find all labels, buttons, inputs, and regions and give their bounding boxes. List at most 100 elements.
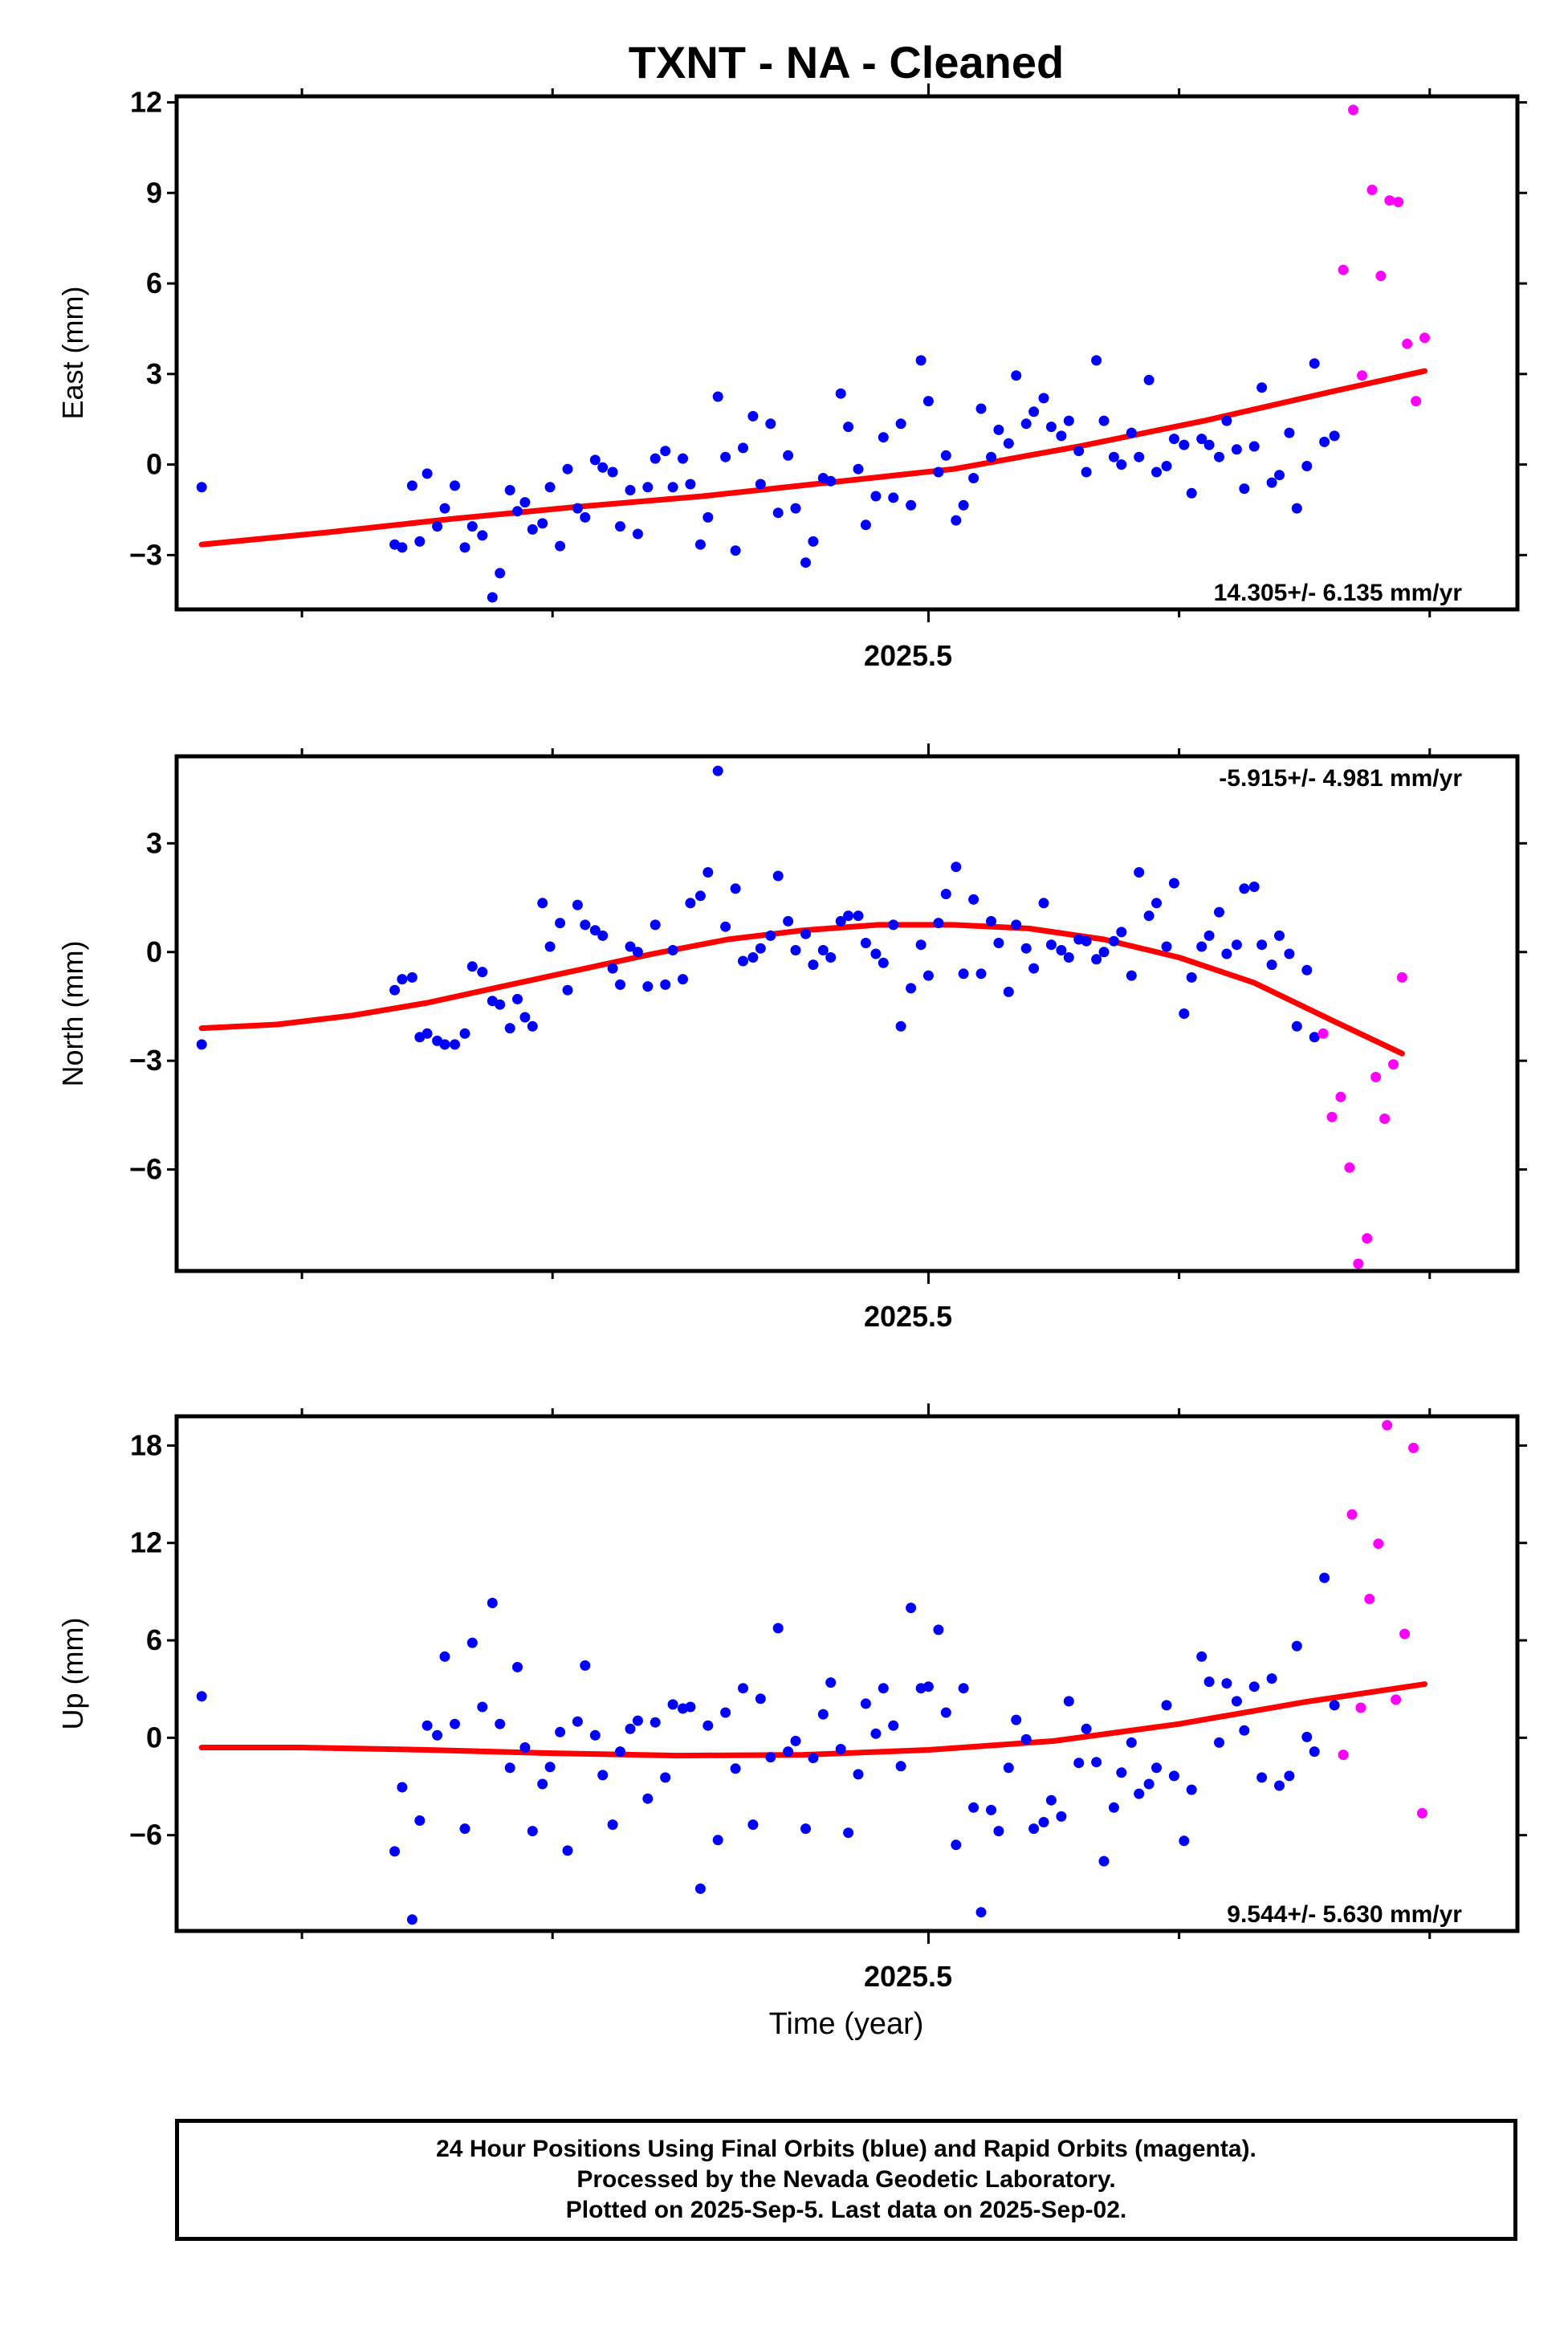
north-final-point bbox=[755, 943, 766, 954]
up-final-point bbox=[720, 1707, 731, 1718]
north-final-point bbox=[678, 974, 688, 985]
north-rapid-point bbox=[1379, 1113, 1391, 1124]
up-final-point bbox=[1151, 1762, 1162, 1774]
east-final-point bbox=[196, 482, 207, 493]
north-final-point bbox=[1274, 930, 1285, 941]
up-ytick-label: 6 bbox=[146, 1623, 162, 1656]
north-final-point bbox=[667, 945, 678, 955]
east-final-point bbox=[487, 592, 498, 603]
north-final-point bbox=[1179, 1008, 1190, 1019]
up-rapid-point bbox=[1355, 1702, 1366, 1713]
up-final-point bbox=[562, 1845, 573, 1856]
east-final-point bbox=[968, 473, 979, 483]
up-final-point bbox=[667, 1699, 678, 1710]
east-final-point bbox=[1248, 441, 1260, 452]
east-final-point bbox=[878, 432, 889, 443]
up-final-point bbox=[1056, 1811, 1067, 1822]
up-final-point bbox=[450, 1718, 460, 1729]
east-final-point bbox=[1073, 446, 1085, 457]
up-final-point bbox=[439, 1651, 450, 1662]
up-final-point bbox=[1274, 1780, 1285, 1791]
east-final-point bbox=[1020, 418, 1032, 430]
east-fit-line bbox=[198, 368, 1427, 548]
east-final-point bbox=[703, 511, 714, 523]
east-final-point bbox=[466, 521, 478, 532]
up-final-point bbox=[922, 1681, 934, 1693]
up-final-point bbox=[895, 1761, 906, 1772]
up-final-point bbox=[196, 1691, 207, 1702]
up-final-point bbox=[642, 1793, 654, 1804]
north-final-point bbox=[940, 889, 951, 899]
north-final-point bbox=[422, 1028, 433, 1039]
north-fit-line bbox=[198, 922, 1405, 1057]
north-final-point bbox=[720, 921, 731, 932]
east-final-point bbox=[685, 479, 696, 490]
east-ytick-label: 12 bbox=[130, 86, 162, 119]
east-final-point bbox=[1003, 438, 1014, 449]
east-final-point bbox=[459, 542, 470, 553]
up-final-point bbox=[537, 1778, 548, 1790]
up-final-point bbox=[1126, 1737, 1137, 1748]
east-final-point bbox=[439, 503, 450, 514]
up-plot-frame bbox=[174, 1414, 1520, 1933]
up-final-point bbox=[519, 1742, 531, 1753]
north-final-point bbox=[397, 974, 408, 985]
east-final-point bbox=[1081, 466, 1092, 478]
up-final-point bbox=[703, 1720, 714, 1731]
up-final-point bbox=[512, 1661, 523, 1672]
north-final-point bbox=[562, 984, 573, 996]
north-rapid-point bbox=[1326, 1111, 1338, 1122]
up-final-point bbox=[1231, 1696, 1242, 1707]
up-final-point bbox=[1301, 1731, 1313, 1742]
up-final-point bbox=[755, 1693, 766, 1705]
footer-line-orbits: 24 Hour Positions Using Final Orbits (bl… bbox=[436, 2136, 1256, 2162]
north-final-point bbox=[1045, 939, 1057, 951]
up-final-point bbox=[1091, 1757, 1102, 1768]
east-final-point bbox=[853, 463, 864, 475]
north-final-points bbox=[196, 765, 1320, 1050]
up-final-point bbox=[860, 1698, 871, 1709]
up-final-point bbox=[765, 1752, 776, 1763]
east-final-point bbox=[1179, 439, 1190, 450]
east-ylabel: East (mm) bbox=[56, 287, 89, 420]
north-final-point bbox=[1091, 954, 1102, 965]
east-final-point bbox=[1301, 461, 1313, 471]
up-final-point bbox=[1266, 1673, 1277, 1684]
north-final-point bbox=[730, 883, 741, 894]
north-final-point bbox=[1196, 941, 1208, 952]
east-final-point bbox=[1151, 466, 1162, 478]
up-final-point bbox=[1309, 1746, 1320, 1758]
east-final-point bbox=[1108, 451, 1119, 462]
east-final-point bbox=[860, 519, 871, 531]
north-final-point bbox=[1256, 939, 1268, 951]
up-final-point bbox=[544, 1762, 556, 1773]
east-final-point bbox=[720, 451, 731, 462]
north-final-point bbox=[783, 915, 794, 927]
north-rapid-point bbox=[1388, 1059, 1399, 1070]
east-xtick-label: 2025.5 bbox=[864, 639, 952, 672]
east-final-point bbox=[895, 418, 906, 430]
up-rapid-point bbox=[1391, 1694, 1402, 1705]
east-rapid-point bbox=[1384, 195, 1395, 206]
east-final-point bbox=[1319, 436, 1330, 447]
north-rapid-point bbox=[1318, 1028, 1329, 1039]
footer-line-processed: Processed by the Nevada Geodetic Laborat… bbox=[576, 2166, 1116, 2193]
east-final-point bbox=[1203, 439, 1215, 450]
up-final-point bbox=[940, 1707, 951, 1718]
up-final-point bbox=[808, 1753, 819, 1764]
up-final-point bbox=[1098, 1855, 1110, 1867]
east-final-point bbox=[1221, 415, 1232, 426]
east-rapid-point bbox=[1375, 271, 1387, 282]
footer-info-box: 24 Hour Positions Using Final Orbits (bl… bbox=[175, 2119, 1517, 2241]
east-final-point bbox=[825, 475, 837, 487]
north-final-point bbox=[747, 952, 759, 963]
north-final-point bbox=[1020, 943, 1032, 954]
east-final-point bbox=[747, 410, 759, 422]
east-final-point bbox=[1143, 374, 1155, 385]
up-final-point bbox=[1108, 1802, 1119, 1813]
east-final-point bbox=[1231, 444, 1242, 455]
up-final-point bbox=[1319, 1572, 1330, 1583]
north-final-point bbox=[790, 945, 801, 955]
panel-up: −6 0 6 12 18 Up (mm) 9.544+/- 5.630 mm/yr 20… bbox=[56, 1403, 1527, 1993]
east-final-point bbox=[730, 545, 741, 556]
